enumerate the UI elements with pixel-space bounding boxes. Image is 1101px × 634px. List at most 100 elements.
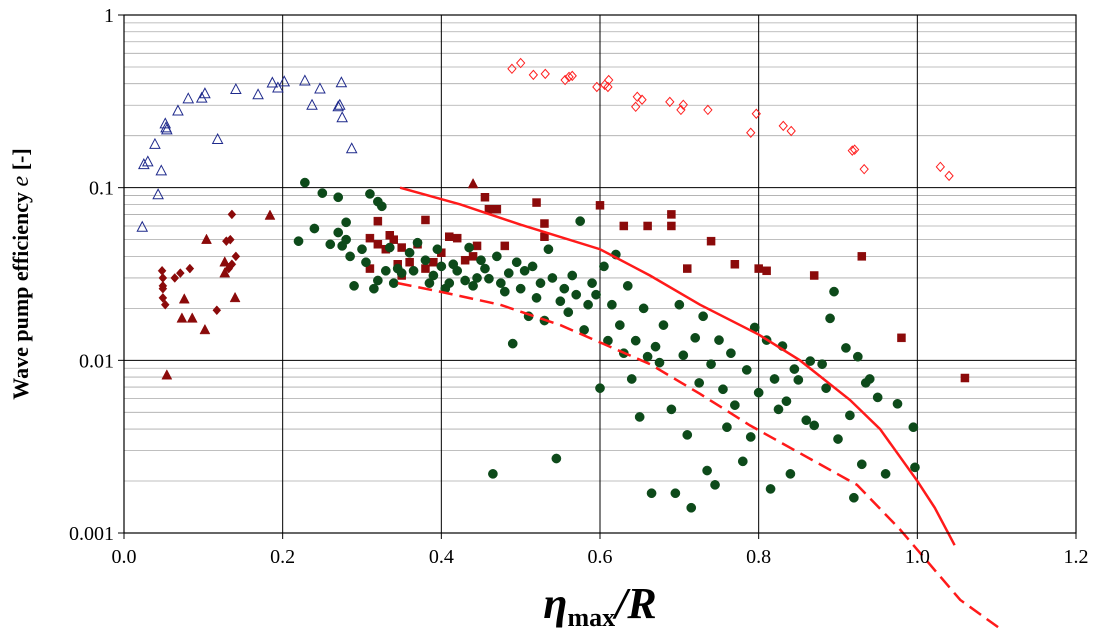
point (805, 356, 816, 366)
point (172, 104, 184, 116)
point (161, 369, 173, 380)
point (445, 232, 454, 241)
point (182, 92, 195, 104)
point (492, 204, 502, 214)
x-label-part: η (543, 579, 567, 628)
point (152, 188, 164, 200)
point (155, 164, 168, 176)
point (224, 263, 234, 274)
point (229, 291, 241, 303)
point (960, 373, 970, 383)
point (376, 201, 387, 212)
point (638, 303, 649, 314)
point (555, 296, 566, 307)
point (670, 488, 681, 499)
grid (123, 14, 1077, 534)
point (373, 240, 383, 249)
point (847, 145, 857, 156)
point (176, 312, 188, 323)
point (349, 281, 359, 291)
point (801, 415, 812, 426)
point (185, 263, 195, 274)
point (845, 410, 855, 421)
point (718, 384, 728, 395)
point (345, 251, 355, 262)
point (341, 217, 351, 228)
point (325, 239, 336, 250)
point (864, 374, 875, 384)
point (567, 70, 577, 82)
x-label-part: /R (612, 579, 657, 628)
point (785, 469, 796, 479)
point (373, 275, 383, 286)
point (252, 88, 264, 100)
point (632, 91, 642, 103)
point (654, 357, 665, 368)
labels: 0.001 0.01 0.1 1 0.0 0.2 0.4 0.6 0.8 1.0 1.2 (69, 5, 1089, 568)
point (468, 281, 478, 291)
curve (399, 186, 956, 546)
point (272, 81, 284, 93)
point (714, 335, 724, 345)
point (829, 286, 839, 297)
y-label-part: e (8, 175, 34, 186)
point (809, 271, 819, 280)
point (480, 263, 490, 274)
point (793, 375, 804, 385)
point (857, 252, 867, 261)
point (161, 123, 173, 135)
point (540, 68, 550, 80)
point (678, 350, 689, 361)
point (408, 265, 419, 276)
y-tick-label: 0.01 (79, 350, 114, 372)
point (781, 396, 792, 407)
point (421, 264, 430, 273)
point (175, 268, 185, 278)
x-tick-label: 0.6 (588, 546, 613, 568)
point (380, 265, 391, 276)
point (646, 488, 657, 499)
point (592, 81, 602, 93)
point (227, 209, 237, 220)
point (369, 283, 379, 294)
point (293, 236, 304, 247)
point (336, 111, 348, 123)
point (365, 233, 375, 243)
point (745, 432, 756, 442)
point (674, 299, 685, 310)
point (765, 484, 776, 494)
point (786, 125, 796, 137)
point (935, 161, 946, 173)
x-tick-label: 0.4 (429, 546, 454, 568)
point (551, 453, 562, 464)
x-label-part: max (567, 603, 615, 632)
point (619, 221, 629, 231)
point (389, 235, 398, 244)
point (535, 278, 546, 288)
point (428, 270, 439, 281)
point (507, 338, 518, 349)
x-tick-label: 0.2 (270, 546, 295, 568)
point (778, 120, 788, 132)
point (429, 257, 438, 267)
point (333, 192, 344, 203)
point (741, 365, 752, 375)
point (365, 189, 375, 199)
point (444, 278, 455, 288)
point (160, 299, 170, 310)
x-tick-label: 0.0 (112, 546, 137, 568)
point (559, 283, 570, 294)
point (515, 283, 526, 294)
point (690, 332, 701, 343)
point (472, 241, 482, 251)
point (149, 137, 161, 149)
point (595, 201, 605, 210)
point (604, 74, 614, 86)
point (503, 268, 514, 278)
point (607, 299, 617, 310)
point (698, 311, 708, 322)
point (710, 480, 720, 490)
point (567, 270, 578, 281)
point (910, 462, 920, 473)
